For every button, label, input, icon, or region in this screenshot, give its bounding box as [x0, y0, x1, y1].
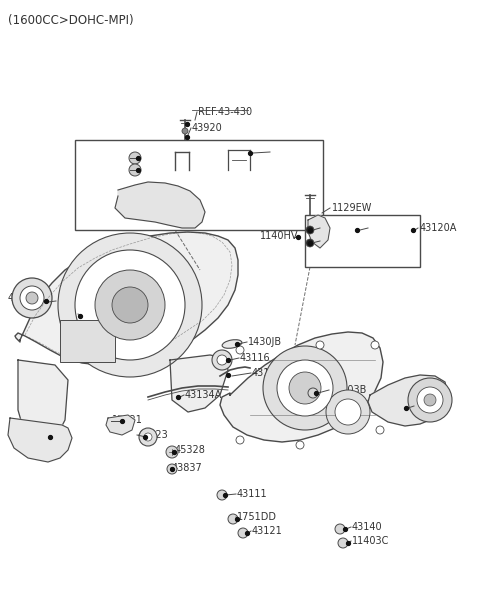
- Text: 43134A: 43134A: [185, 390, 222, 400]
- Circle shape: [228, 514, 238, 524]
- Text: 43115: 43115: [58, 308, 89, 318]
- Text: 43920: 43920: [192, 123, 223, 133]
- Circle shape: [166, 446, 178, 458]
- Circle shape: [182, 128, 188, 134]
- Text: 41467: 41467: [320, 236, 351, 246]
- Circle shape: [236, 436, 244, 444]
- Polygon shape: [8, 418, 72, 462]
- Text: 1140HV: 1140HV: [260, 231, 299, 241]
- Text: 45328: 45328: [175, 445, 206, 455]
- Circle shape: [26, 292, 38, 304]
- Bar: [60, 320, 115, 362]
- Circle shape: [326, 390, 370, 434]
- Text: 43714B: 43714B: [90, 150, 128, 160]
- Bar: [305, 215, 420, 267]
- Circle shape: [376, 426, 384, 434]
- Text: 43929: 43929: [185, 147, 216, 157]
- Circle shape: [289, 372, 321, 404]
- Circle shape: [167, 464, 177, 474]
- Ellipse shape: [222, 340, 242, 348]
- Circle shape: [316, 341, 324, 349]
- Text: 1129EW: 1129EW: [332, 203, 372, 213]
- Circle shape: [139, 428, 157, 446]
- Circle shape: [12, 278, 52, 318]
- Text: 43140: 43140: [352, 522, 383, 532]
- Circle shape: [75, 250, 185, 360]
- Text: 43176: 43176: [8, 430, 39, 440]
- Polygon shape: [106, 415, 135, 435]
- Polygon shape: [15, 232, 238, 365]
- Circle shape: [308, 388, 318, 398]
- Text: 43838: 43838: [90, 163, 120, 173]
- Circle shape: [408, 378, 452, 422]
- Polygon shape: [115, 182, 205, 228]
- Circle shape: [217, 355, 227, 365]
- Text: 43116: 43116: [240, 353, 271, 363]
- Text: (1600CC>DOHC-MPI): (1600CC>DOHC-MPI): [8, 14, 133, 27]
- Text: REF.43-430: REF.43-430: [198, 107, 252, 117]
- Text: 43837: 43837: [172, 463, 203, 473]
- Polygon shape: [18, 360, 68, 445]
- Circle shape: [306, 239, 314, 247]
- Text: 1751DD: 1751DD: [237, 512, 277, 522]
- Circle shape: [58, 233, 202, 377]
- Text: 43120A: 43120A: [420, 223, 457, 233]
- Circle shape: [95, 270, 165, 340]
- Circle shape: [417, 387, 443, 413]
- Circle shape: [296, 441, 304, 449]
- Text: 43929: 43929: [205, 158, 236, 168]
- Text: 43113: 43113: [8, 293, 38, 303]
- Polygon shape: [308, 215, 330, 248]
- Circle shape: [277, 360, 333, 416]
- Circle shape: [338, 538, 348, 548]
- Circle shape: [217, 490, 227, 500]
- Circle shape: [129, 164, 141, 176]
- Text: 41466: 41466: [320, 223, 350, 233]
- Circle shape: [424, 394, 436, 406]
- Text: 43123: 43123: [138, 430, 169, 440]
- Text: 43121: 43121: [252, 526, 283, 536]
- Text: 11403C: 11403C: [352, 536, 389, 546]
- Circle shape: [335, 524, 345, 534]
- Circle shape: [335, 399, 361, 425]
- Circle shape: [112, 287, 148, 323]
- Text: 41463: 41463: [370, 223, 401, 233]
- Polygon shape: [220, 332, 383, 442]
- Text: 1430JB: 1430JB: [248, 337, 282, 347]
- Circle shape: [129, 152, 141, 164]
- Circle shape: [371, 341, 379, 349]
- Text: 1125DA: 1125DA: [270, 147, 309, 157]
- Text: 11403B: 11403B: [330, 385, 367, 395]
- Polygon shape: [170, 355, 228, 412]
- Text: 43135: 43135: [252, 368, 283, 378]
- Circle shape: [306, 226, 314, 234]
- Polygon shape: [368, 375, 448, 426]
- Circle shape: [238, 528, 248, 538]
- Text: 17121: 17121: [112, 415, 143, 425]
- Text: 43119: 43119: [415, 400, 445, 410]
- Circle shape: [236, 346, 244, 354]
- Circle shape: [20, 286, 44, 310]
- Circle shape: [144, 433, 152, 441]
- Circle shape: [263, 346, 347, 430]
- Bar: [75, 140, 323, 230]
- Text: 43111: 43111: [237, 489, 268, 499]
- Circle shape: [212, 350, 232, 370]
